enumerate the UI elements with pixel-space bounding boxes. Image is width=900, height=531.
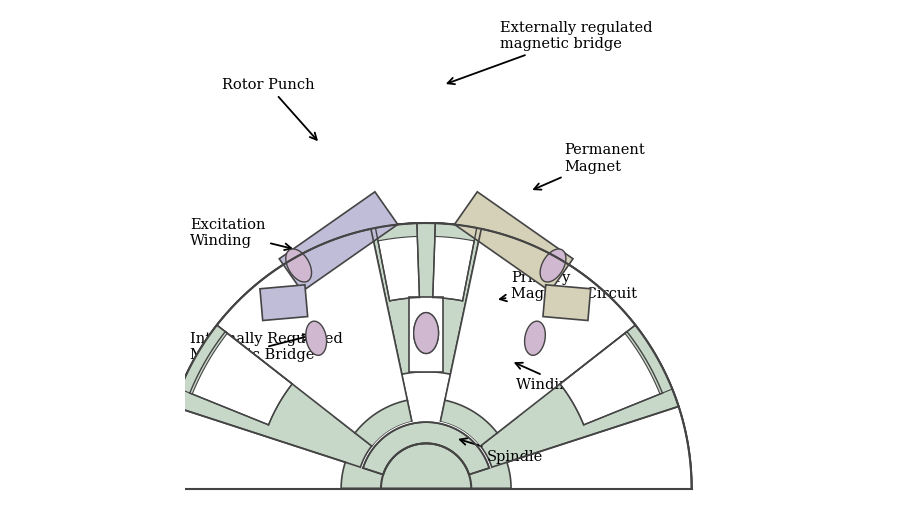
Polygon shape — [625, 325, 672, 394]
Text: Internally Regulated
Magnetic Bridge: Internally Regulated Magnetic Bridge — [190, 332, 343, 362]
Polygon shape — [479, 318, 679, 467]
Ellipse shape — [306, 321, 327, 355]
Text: Excitation
Winding: Excitation Winding — [190, 218, 292, 250]
Polygon shape — [375, 223, 418, 241]
FancyBboxPatch shape — [409, 297, 444, 372]
Polygon shape — [371, 223, 482, 374]
Polygon shape — [279, 192, 398, 292]
Polygon shape — [440, 400, 497, 446]
Polygon shape — [180, 325, 228, 394]
Text: Spindle: Spindle — [460, 438, 544, 464]
Polygon shape — [174, 318, 374, 467]
Polygon shape — [445, 229, 635, 433]
Polygon shape — [433, 223, 477, 301]
Polygon shape — [543, 285, 590, 321]
Ellipse shape — [540, 249, 566, 282]
Text: Externally regulated
magnetic bridge: Externally regulated magnetic bridge — [447, 21, 652, 84]
Polygon shape — [334, 374, 412, 446]
Polygon shape — [363, 422, 490, 475]
Ellipse shape — [414, 313, 438, 354]
Polygon shape — [315, 372, 537, 475]
Polygon shape — [375, 223, 419, 301]
Polygon shape — [160, 223, 691, 489]
Polygon shape — [440, 229, 635, 446]
Ellipse shape — [286, 249, 311, 282]
Ellipse shape — [525, 321, 545, 355]
Polygon shape — [260, 285, 308, 321]
Polygon shape — [217, 229, 408, 433]
Text: Permanent
Magnet: Permanent Magnet — [534, 143, 645, 190]
Polygon shape — [217, 229, 412, 446]
Polygon shape — [190, 331, 292, 425]
Polygon shape — [454, 192, 573, 292]
Polygon shape — [435, 223, 477, 241]
Text: Rotor Punch: Rotor Punch — [221, 78, 317, 140]
Text: Winding Slot: Winding Slot — [516, 363, 613, 392]
Polygon shape — [160, 406, 346, 489]
Ellipse shape — [414, 313, 438, 354]
Polygon shape — [560, 331, 662, 425]
Polygon shape — [440, 374, 518, 446]
Text: Primary
Magnetic Circuit: Primary Magnetic Circuit — [500, 271, 637, 301]
Polygon shape — [507, 406, 691, 489]
Polygon shape — [355, 400, 412, 446]
